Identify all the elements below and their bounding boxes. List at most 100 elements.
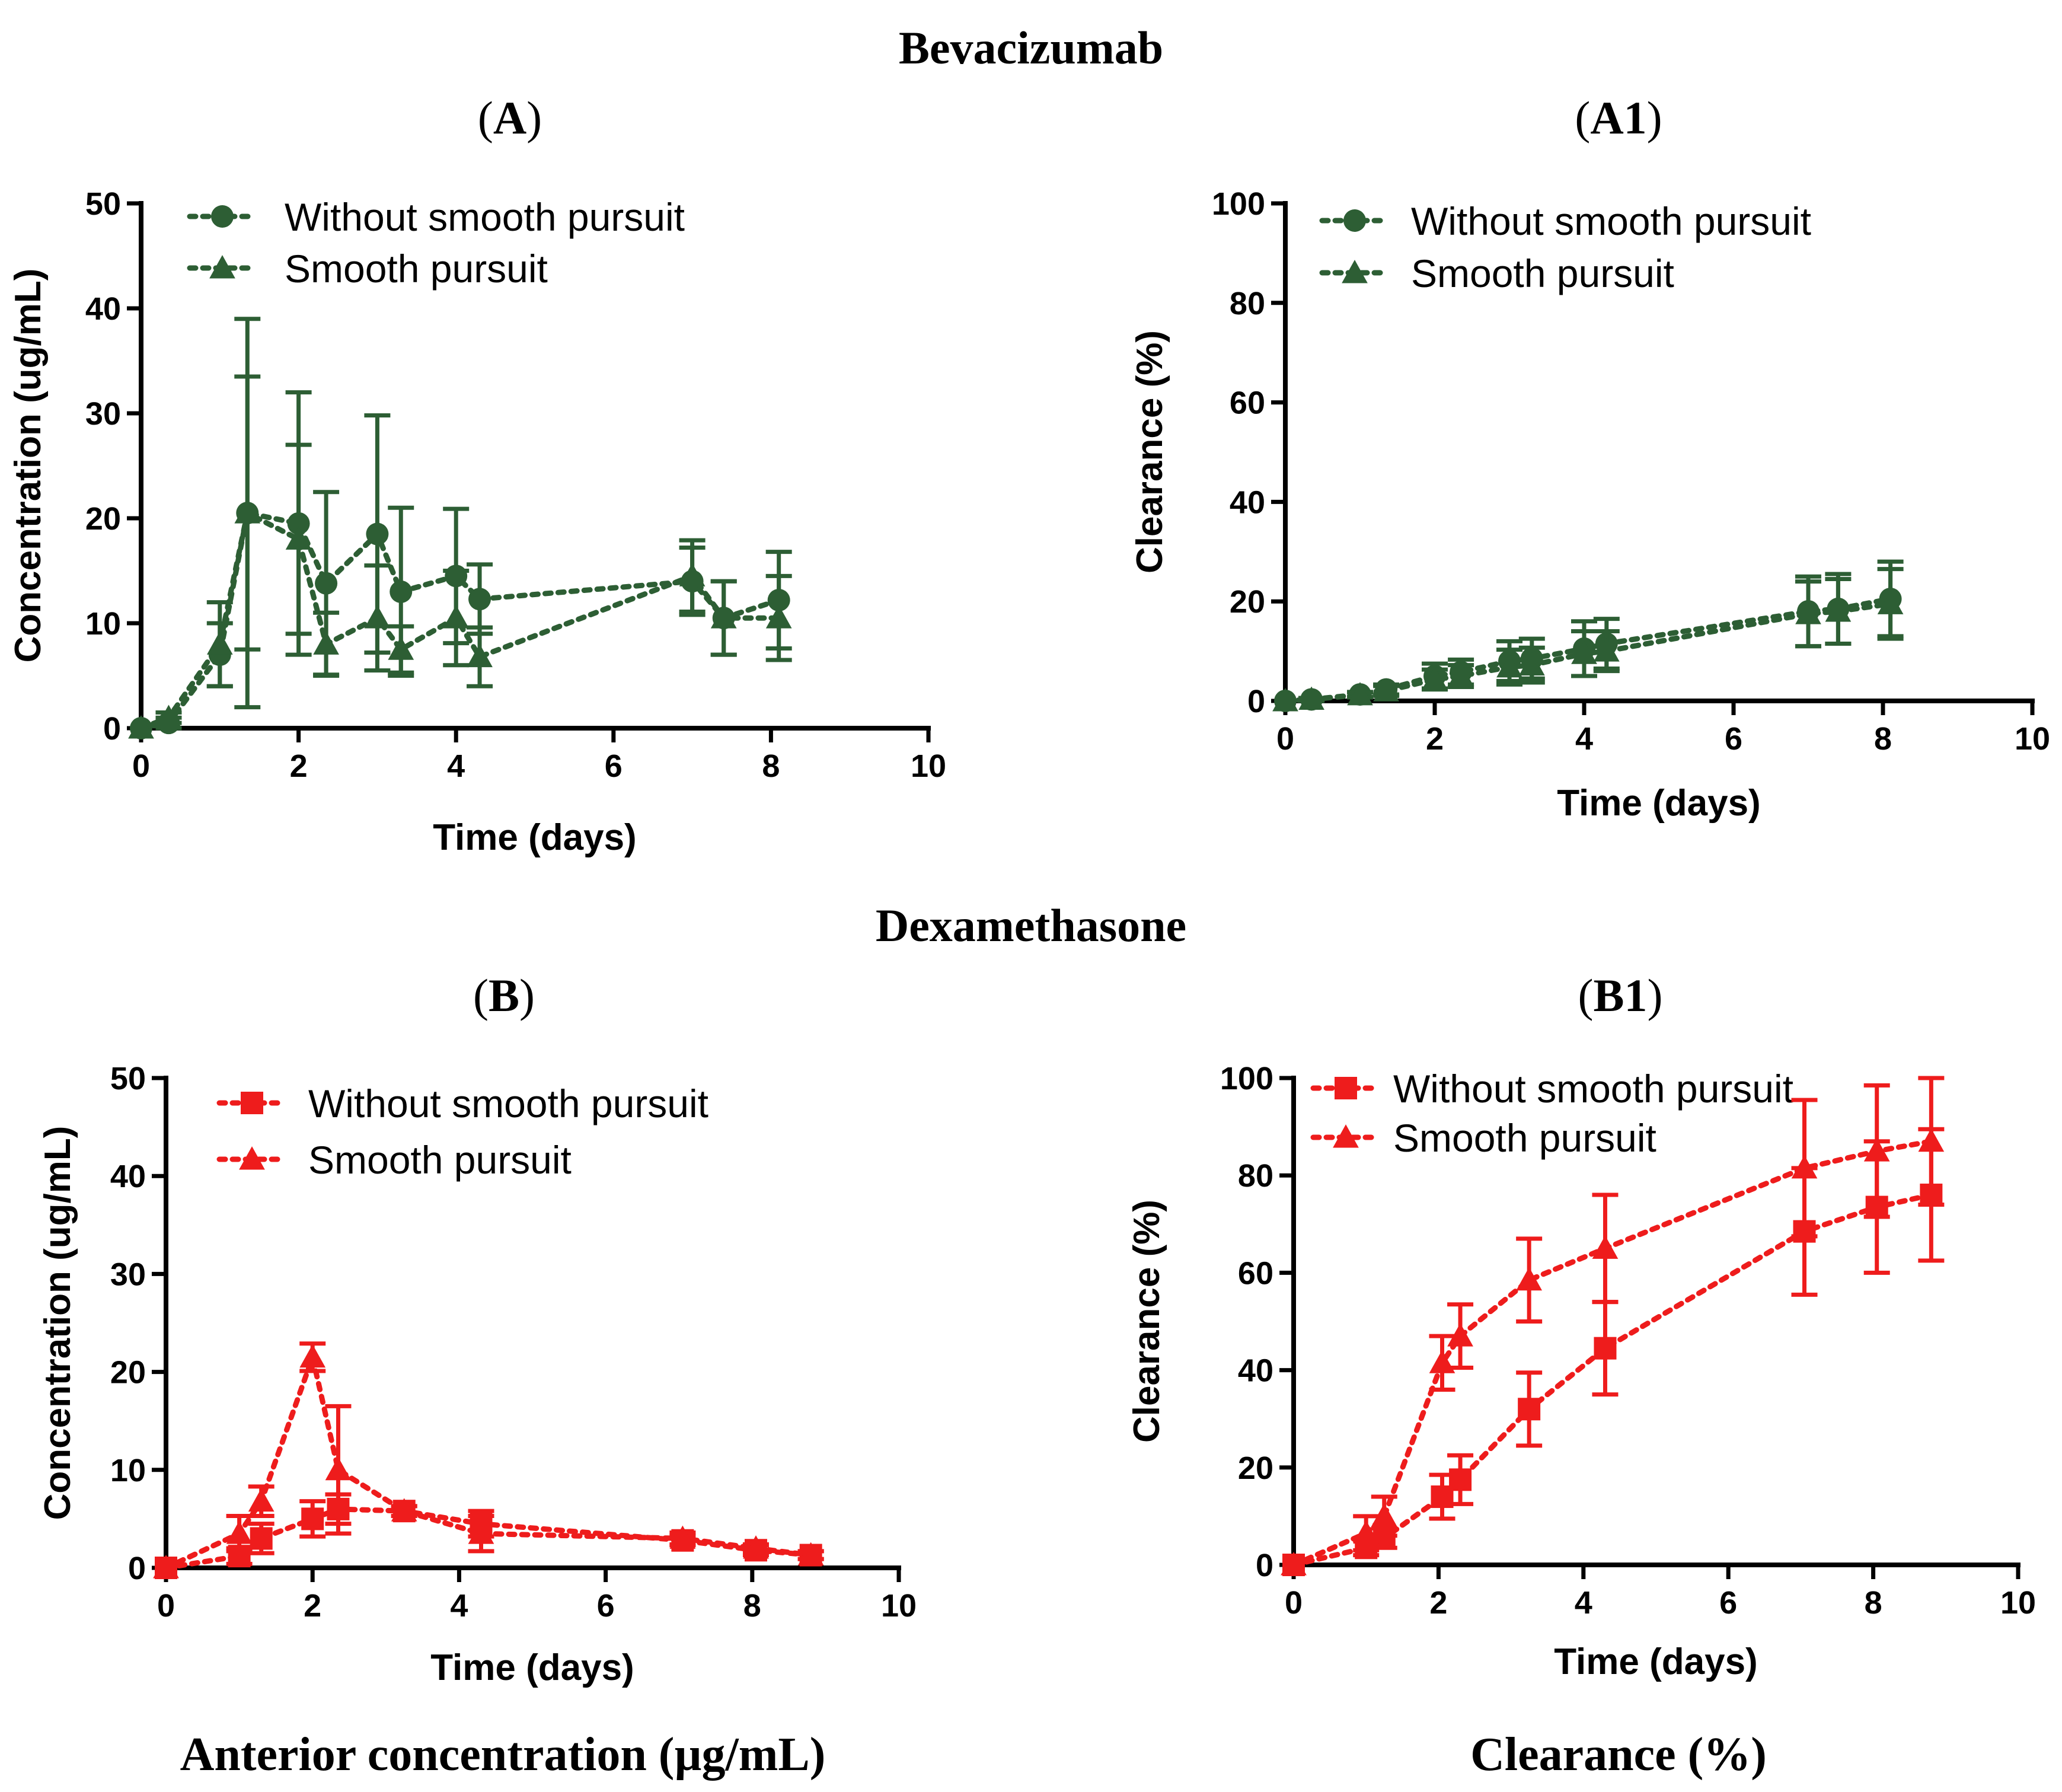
y-tick-label: 10	[110, 1453, 146, 1488]
data-point	[1825, 598, 1852, 622]
series-smooth-pursuit	[153, 1341, 824, 1579]
data-point	[1422, 667, 1448, 690]
y-tick-label: 10	[85, 606, 121, 642]
series-without-smooth-pursuit	[1282, 1127, 1945, 1576]
y-tick-label: 30	[85, 396, 121, 432]
data-point	[1353, 1520, 1380, 1544]
data-point	[468, 1520, 494, 1544]
y-tick-label: 20	[1238, 1450, 1273, 1486]
x-tick-label: 2	[304, 1588, 321, 1624]
data-point	[388, 636, 414, 660]
y-tick-label: 30	[110, 1257, 146, 1292]
legend-label: Smooth pursuit	[1393, 1116, 1656, 1160]
legend-marker	[1343, 209, 1366, 232]
x-tick-label: 4	[450, 1588, 468, 1624]
y-tick-label: 80	[1238, 1158, 1273, 1194]
y-axis-title: Concentration (ug/mL)	[8, 269, 49, 663]
y-tick-label: 20	[110, 1355, 146, 1391]
legend-label: Without smooth pursuit	[1393, 1067, 1793, 1111]
y-tick-label: 40	[1238, 1353, 1273, 1389]
x-tick-label: 2	[1426, 721, 1444, 757]
section-title-bevacizumab: Bevacizumab	[899, 22, 1163, 74]
series-smooth-pursuit	[1281, 1076, 1945, 1576]
x-tick-label: 4	[1575, 721, 1593, 757]
x-tick-label: 2	[1429, 1585, 1447, 1621]
data-point	[325, 1456, 352, 1481]
y-tick-label: 0	[103, 711, 121, 747]
data-point	[1449, 1468, 1472, 1491]
y-axis-title: Clearance (%)	[1126, 1200, 1167, 1443]
data-point	[1877, 591, 1904, 614]
data-point	[248, 1488, 274, 1512]
data-point	[765, 605, 792, 629]
data-point	[710, 605, 737, 629]
y-tick-label: 20	[1230, 584, 1265, 620]
caption-clearance: Clearance (%)	[1470, 1729, 1767, 1781]
x-tick-label: 0	[157, 1588, 175, 1624]
data-point	[1281, 1552, 1307, 1576]
data-point	[315, 572, 338, 595]
legend-marker	[241, 1092, 263, 1114]
panel-label: (B1)	[1578, 970, 1663, 1021]
x-tick-label: 6	[1719, 1585, 1737, 1621]
y-tick-label: 100	[1212, 186, 1265, 222]
legend-label: Without smooth pursuit	[1411, 199, 1811, 243]
data-point	[364, 605, 391, 629]
x-tick-label: 10	[881, 1588, 917, 1624]
data-point	[1371, 1503, 1397, 1527]
x-axis-title: Time (days)	[1554, 1641, 1757, 1682]
x-axis-title: Time (days)	[1557, 783, 1760, 824]
caption-anterior-concentration: Anterior concentration (µg/mL)	[180, 1729, 826, 1781]
data-point	[1571, 640, 1597, 664]
data-point	[366, 522, 389, 546]
x-tick-label: 6	[1725, 721, 1742, 757]
data-point	[301, 1507, 324, 1530]
series-smooth-pursuit	[128, 317, 792, 739]
data-point	[206, 631, 233, 655]
data-point	[1918, 1128, 1945, 1152]
x-axis-title: Time (days)	[430, 1647, 634, 1688]
x-axis-title: Time (days)	[433, 817, 636, 858]
data-point	[1448, 663, 1474, 687]
section-title-dexamethasone: Dexamethasone	[876, 900, 1186, 951]
data-point	[391, 1498, 417, 1522]
data-point	[153, 1555, 179, 1579]
y-axis-title: Clearance (%)	[1129, 330, 1170, 573]
data-point	[390, 580, 413, 603]
x-tick-label: 10	[2015, 721, 2050, 757]
legend-marker	[1335, 1077, 1357, 1099]
y-tick-label: 60	[1238, 1255, 1273, 1291]
y-tick-label: 40	[1230, 484, 1265, 520]
legend-marker	[209, 255, 235, 279]
legend-label: Smooth pursuit	[308, 1138, 572, 1182]
legend-marker	[239, 1146, 265, 1170]
data-point	[1863, 1138, 1890, 1162]
data-point	[1347, 682, 1373, 706]
data-point	[1516, 1267, 1542, 1291]
y-tick-label: 0	[128, 1551, 146, 1586]
data-point	[1593, 638, 1620, 662]
x-tick-label: 0	[132, 748, 150, 784]
data-point	[1447, 1323, 1473, 1347]
data-point	[467, 643, 493, 668]
legend-label: Smooth pursuit	[1411, 251, 1674, 295]
data-point	[443, 605, 470, 629]
y-tick-label: 40	[85, 291, 121, 327]
data-point	[1791, 1155, 1818, 1179]
y-tick-label: 0	[1256, 1548, 1273, 1583]
x-tick-label: 8	[1874, 721, 1892, 757]
data-point	[1795, 601, 1821, 624]
panel-B: (B) 0 2 4 6 8 10 0 10 20 30 40 50 Time (days) Concentr…	[37, 970, 917, 1688]
data-point	[1518, 1398, 1541, 1421]
y-tick-label: 40	[110, 1159, 146, 1194]
series-line	[163, 1347, 814, 1571]
panel-label: (A)	[478, 92, 542, 144]
data-point	[1592, 1235, 1619, 1259]
data-point	[1518, 652, 1545, 676]
y-axis-title: Concentration (ug/mL)	[37, 1126, 78, 1520]
x-tick-label: 0	[1285, 1585, 1303, 1621]
data-point	[669, 1525, 696, 1549]
